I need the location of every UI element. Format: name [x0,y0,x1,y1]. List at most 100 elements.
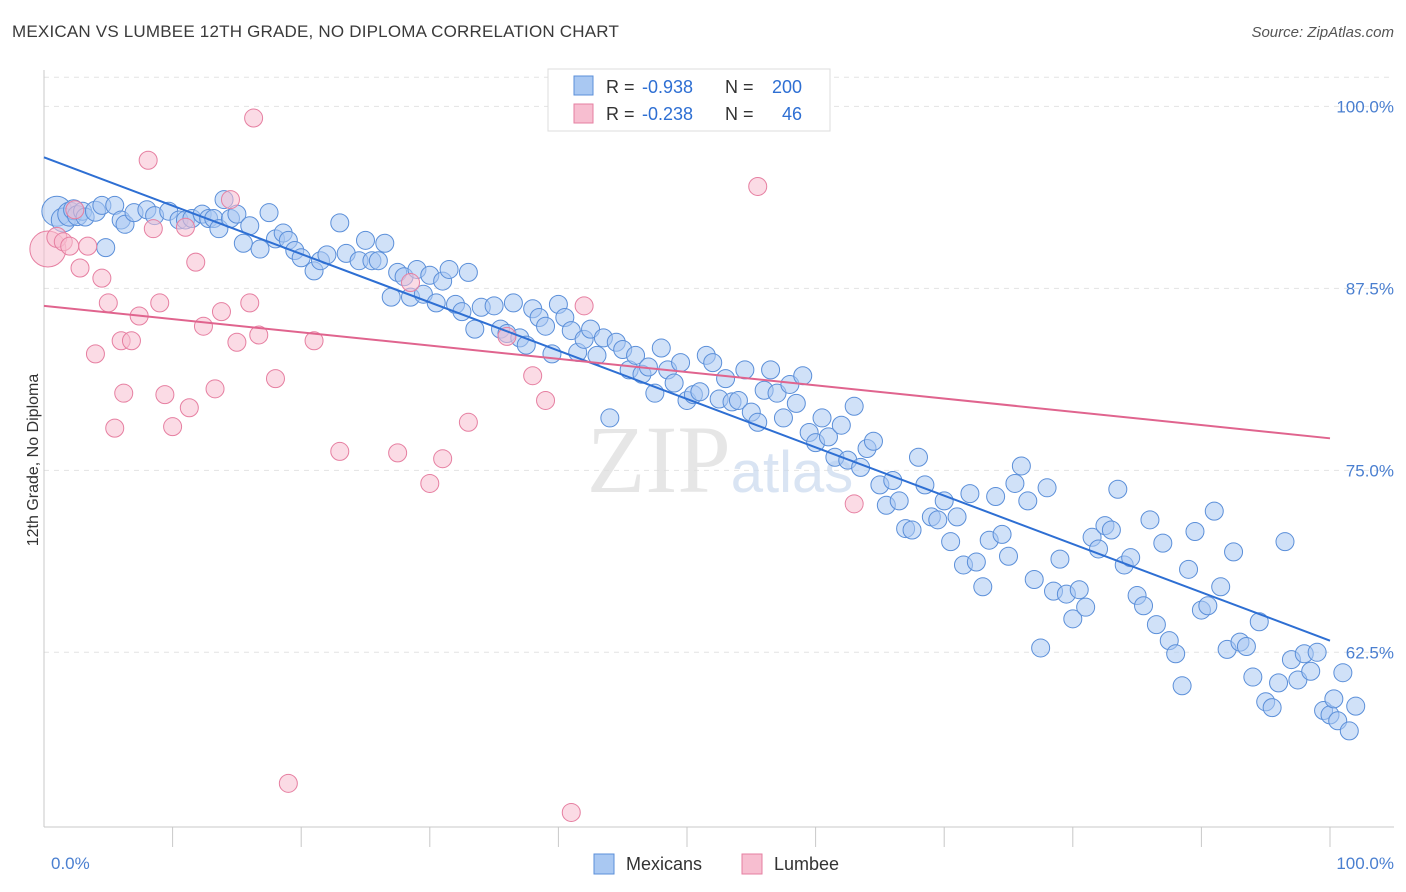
mexicans-point [1076,597,1096,617]
x-ticks [172,827,1331,847]
mexicans-trend-line [43,156,1331,642]
lumbee-point [163,417,183,437]
mexicans-point [1236,636,1256,656]
mexicans-point [96,238,116,258]
lumbee-point [249,325,269,345]
lumbee-point [523,366,543,386]
bottom-legend-swatch-lumbee [741,853,763,875]
lumbee-trend-line [43,304,1331,440]
mexicans-point [902,520,922,540]
lumbee-point [105,418,125,438]
lumbee-point [227,332,247,352]
lumbee-point [193,316,213,336]
mexicans-point [1134,596,1154,616]
mexicans-point [250,239,270,259]
mexicans-point [973,577,993,597]
mexicans-point [1018,491,1038,511]
lumbee-point [114,383,134,403]
mexicans-point [465,319,485,339]
mexicans-point [716,369,736,389]
lumbee-point [278,773,298,793]
legend-r-value-mexicans: -0.938 [642,77,693,97]
x-tick-label-max: 100.0% [1336,854,1394,873]
mexicans-point [1172,676,1192,696]
lumbee-point [458,412,478,432]
y-tick-labels: 62.5% 75.0% 87.5% 100.0% [1336,97,1394,662]
watermark: ZIPatlas [587,406,854,513]
bottom-legend-swatch-mexicans [593,853,615,875]
lumbee-point [401,273,421,293]
lumbee-point [561,802,581,822]
lumbee-point [150,293,170,313]
mexicans-point [1224,542,1244,562]
mexicans-point [1249,612,1269,632]
lumbee-point [265,369,285,389]
legend-r-label-lumbee: R = [606,104,635,124]
mexicans-point [1101,520,1121,540]
mexicans-point [1333,663,1353,683]
legend-r-label-mexicans: R = [606,77,635,97]
mexicans-point [889,491,909,511]
lumbee-point [138,150,158,170]
mexicans-point [1243,667,1263,687]
trend-lines [43,156,1331,642]
mexicans-point [1204,501,1224,521]
mexicans-point [1069,580,1089,600]
mexicans-point [368,251,388,271]
mexicans-point [503,293,523,313]
mexicans-point [773,408,793,428]
lumbee-point [155,385,175,405]
mexicans-point [233,233,253,253]
mexicans-point [761,360,781,380]
y-tick-label: 62.5% [1346,643,1394,662]
lumbee-point [497,326,517,346]
lumbee-point [186,252,206,272]
mexicans-point [999,546,1018,566]
chart-title: MEXICAN VS LUMBEE 12TH GRADE, NO DIPLOMA… [12,22,620,41]
x-tick-label-min: 0.0% [51,854,90,873]
mexicans-point [690,382,710,402]
mexicans-point [458,262,478,282]
chart-source: Source: ZipAtlas.com [1251,24,1394,41]
mexicans-point [947,507,967,527]
mexicans-point [1324,689,1344,709]
mexicans-point [1146,615,1166,635]
lumbee-point [220,190,240,210]
mexicans-point [1269,673,1289,693]
mexicans-point [818,427,838,447]
mexicans-point [671,353,691,373]
lumbee-point [92,268,112,288]
mexicans-point [992,524,1012,544]
mexicans-point [1050,549,1070,569]
y-tick-label: 87.5% [1346,279,1394,298]
mexicans-point [600,408,620,428]
series-legend: Mexicans Lumbee [593,853,839,875]
lumbee-point [179,398,199,418]
mexicans-point [1011,456,1031,476]
mexicans-point [735,360,755,380]
mexicans-point [703,353,723,373]
mexicans-point [1339,721,1359,741]
axes [43,70,1394,828]
lumbee-point [433,449,453,469]
lumbee-point [304,331,324,351]
y-tick-label: 100.0% [1336,97,1394,116]
lumbee-point [78,236,98,256]
bottom-legend-label-mexicans: Mexicans [626,854,702,874]
mexicans-point [484,296,504,316]
mexicans-point [1063,609,1083,629]
mexicans-point [664,373,684,393]
lumbee-point [143,219,163,239]
mexicans-point [651,338,671,358]
mexicans-point [1211,577,1231,597]
mexicans-point [1153,533,1173,553]
lumbee-point [330,441,350,461]
mexicans-point [330,213,350,233]
lumbee-point [70,258,90,278]
mexicans-point [1301,661,1321,681]
mexicans-point [844,396,864,416]
bottom-legend-label-lumbee: Lumbee [774,854,839,874]
mexicans-point [1037,478,1057,498]
lumbee-point [85,344,105,364]
